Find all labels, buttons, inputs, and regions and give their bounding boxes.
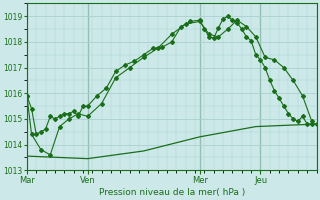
X-axis label: Pression niveau de la mer( hPa ): Pression niveau de la mer( hPa ) xyxy=(99,188,245,197)
